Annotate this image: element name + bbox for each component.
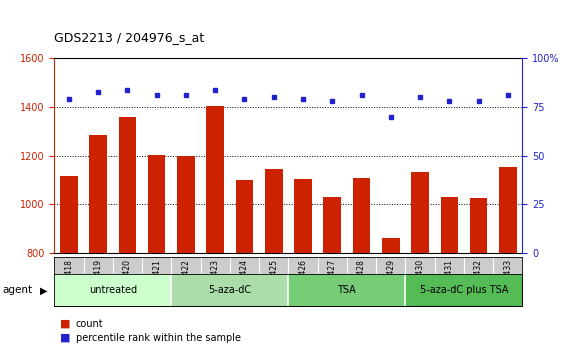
Text: TSA: TSA	[337, 285, 356, 295]
Bar	[294, 179, 312, 253]
Bar	[89, 135, 107, 253]
Bar	[411, 172, 429, 253]
Bar	[148, 155, 166, 253]
Text: GSM118418: GSM118418	[65, 259, 74, 305]
Text: ■: ■	[60, 333, 70, 343]
Bar	[60, 176, 78, 253]
Text: GSM118425: GSM118425	[269, 259, 278, 305]
Text: untreated: untreated	[89, 285, 137, 295]
Text: 5-aza-dC: 5-aza-dC	[208, 285, 251, 295]
Text: GSM118426: GSM118426	[299, 259, 308, 305]
Text: agent: agent	[3, 285, 33, 295]
Text: ■: ■	[60, 319, 70, 329]
Bar	[441, 197, 458, 253]
Bar	[54, 274, 171, 306]
Bar	[323, 197, 341, 253]
Text: 5-aza-dC plus TSA: 5-aza-dC plus TSA	[420, 285, 508, 295]
Bar	[236, 180, 254, 253]
Text: GSM118421: GSM118421	[152, 259, 161, 305]
Bar	[171, 274, 288, 306]
Bar	[405, 274, 522, 306]
Bar	[119, 117, 136, 253]
Text: GSM118420: GSM118420	[123, 259, 132, 305]
Text: GSM118422: GSM118422	[182, 259, 191, 305]
Text: ▶: ▶	[40, 285, 47, 295]
Bar	[207, 106, 224, 253]
Bar	[382, 238, 400, 253]
Text: GSM118423: GSM118423	[211, 259, 220, 305]
Text: GSM118430: GSM118430	[416, 259, 425, 305]
Text: GDS2213 / 204976_s_at: GDS2213 / 204976_s_at	[54, 31, 204, 44]
Bar	[265, 169, 283, 253]
Text: GSM118428: GSM118428	[357, 259, 366, 305]
Bar	[177, 156, 195, 253]
FancyBboxPatch shape	[54, 257, 522, 306]
Text: GSM118424: GSM118424	[240, 259, 249, 305]
Text: GSM118429: GSM118429	[386, 259, 395, 305]
Text: GSM118427: GSM118427	[328, 259, 337, 305]
Bar	[353, 178, 370, 253]
Bar	[499, 167, 517, 253]
Text: GSM118432: GSM118432	[474, 259, 483, 305]
Text: percentile rank within the sample: percentile rank within the sample	[76, 333, 241, 343]
Text: count: count	[76, 319, 103, 329]
Text: GSM118431: GSM118431	[445, 259, 454, 305]
Text: GSM118433: GSM118433	[503, 259, 512, 305]
Bar	[288, 274, 405, 306]
Bar	[470, 198, 488, 253]
Text: GSM118419: GSM118419	[94, 259, 103, 305]
